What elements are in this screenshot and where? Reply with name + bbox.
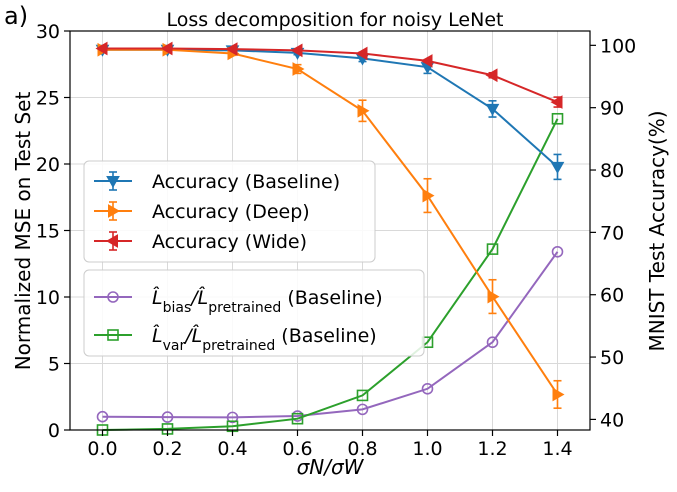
y-left-tick-label: 30 [36, 21, 60, 43]
mse-series-bias-point [226, 411, 239, 424]
accuracy-wide-point [225, 42, 238, 56]
mse-series-var-point [291, 412, 304, 425]
mse-series-bias-point [161, 411, 174, 423]
accuracy-deep-point [292, 62, 305, 76]
mse-series-bias-line [102, 251, 559, 419]
x-tick-label: 0.8 [347, 438, 377, 460]
legend-accuracy-deep-marker [108, 204, 121, 218]
accuracy-baseline-point [550, 161, 565, 174]
y-right-tick-label: 70 [600, 222, 624, 244]
accuracy-wide-point [355, 46, 368, 61]
x-tick-label: 0.2 [152, 438, 182, 460]
legend-accuracy-wide-label: Accuracy (Wide) [152, 231, 307, 253]
axes: 0.0 0.2 0.4 0.6 0.8 1.0 1.2 1.4 0 5 10 15 20 25 30 40 50… [36, 21, 636, 460]
y-axis-right-title: MNIST Test Accuracy(%) [645, 110, 669, 351]
y-left-tick-label: 20 [36, 154, 60, 176]
legend-mse-var-marker [107, 329, 119, 341]
accuracy-deep-point [422, 188, 435, 203]
legend-accuracy-baseline-label: Accuracy (Baseline) [152, 171, 340, 193]
accuracy-wide-series [95, 41, 563, 109]
x-tick-label: 1.2 [477, 438, 507, 460]
mse-series-var-line [102, 118, 559, 431]
x-tick-label: 0.0 [87, 438, 117, 460]
accuracy-wide-point [420, 54, 433, 68]
x-tick-label: 1.0 [412, 438, 442, 460]
y-right-tick-label: 90 [600, 98, 624, 120]
legend-mse-frame [83, 269, 425, 357]
y-left-tick-label: 10 [36, 287, 60, 309]
accuracy-wide-point [95, 41, 108, 56]
legend-accuracy-frame [83, 160, 376, 263]
y-left-tick-label: 25 [36, 88, 60, 110]
accuracy-wide-point [485, 68, 498, 83]
series-layer [95, 41, 565, 436]
y-left-tick-label: 0 [48, 420, 60, 442]
legend-accuracy-baseline-marker [106, 176, 120, 189]
mse-series-bias-point [421, 382, 434, 395]
accuracy-wide-point [160, 41, 173, 56]
x-tick-label: 0.6 [282, 438, 312, 460]
mse-series-bias [96, 245, 564, 424]
y-right-tick-label: 50 [600, 347, 624, 369]
accuracy-deep-line [102, 48, 559, 396]
y-axis-left-title: Normalized MSE on Test Set [11, 92, 35, 371]
x-tick-label: 0.4 [217, 438, 247, 460]
chart-title: Loss decomposition for noisy LeNet [167, 9, 504, 31]
x-tick-label: 1.4 [542, 438, 572, 460]
mse-series-var-point [356, 389, 369, 402]
legend-mse-bias-label: L̂bias/L̂pretrained (Baseline) [152, 287, 383, 316]
legend-accuracy: Accuracy (Baseline) Accuracy (Deep) Accura… [83, 160, 376, 263]
y-right-tick-label: 100 [600, 35, 636, 57]
mse-series-bias-point [551, 245, 564, 258]
y-left-tick-label: 5 [48, 354, 60, 376]
panel-label: a) [4, 2, 28, 30]
accuracy-wide-line [102, 47, 558, 103]
y-left-tick-label: 15 [36, 221, 60, 243]
accuracy-wide-point [290, 43, 303, 58]
mse-series-bias-point [486, 336, 499, 349]
accuracy-deep-point [487, 289, 500, 304]
accuracy-deep-point [357, 103, 370, 118]
y-right-tick-label: 40 [600, 409, 624, 431]
legend-mse-bias-marker [107, 291, 119, 303]
legend-mse-var-label: L̂var/L̂pretrained (Baseline) [152, 325, 377, 354]
y-right-tick-label: 60 [600, 285, 624, 307]
accuracy-deep-point [552, 387, 565, 402]
legend-mse: L̂bias/L̂pretrained (Baseline) L̂var/L̂pr… [83, 269, 425, 357]
legend-accuracy-deep-label: Accuracy (Deep) [152, 201, 310, 223]
mse-series-bias-point [356, 403, 369, 416]
legend-accuracy-wide-marker [105, 234, 118, 248]
x-axis-title: σN/σW [297, 455, 365, 479]
accuracy-baseline-point [485, 103, 500, 116]
accuracy-wide-point [550, 95, 563, 109]
legends: Accuracy (Baseline) Accuracy (Deep) Accura… [83, 160, 425, 357]
mse-series-var-point [486, 243, 499, 255]
y-right-tick-label: 80 [600, 160, 624, 182]
mse-series-var-point [551, 112, 564, 125]
accuracy-baseline-series [95, 44, 565, 181]
mse-series-bias-point [96, 410, 109, 423]
